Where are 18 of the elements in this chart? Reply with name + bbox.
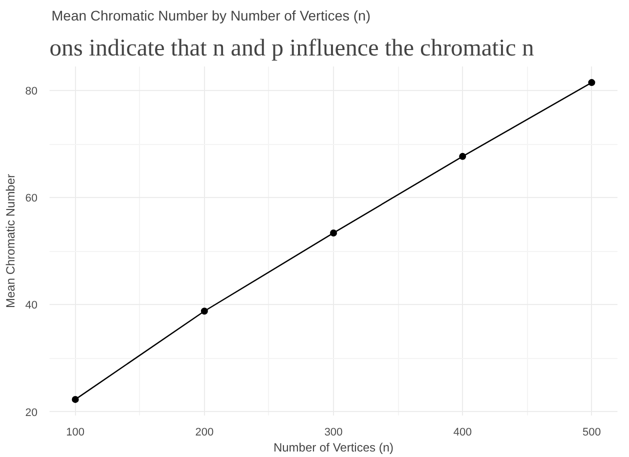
y-tick-label: 80	[25, 86, 38, 98]
x-tick-label: 500	[582, 426, 601, 438]
point	[588, 79, 596, 86]
y-tick-label: 20	[25, 406, 38, 419]
x-tick-label: 400	[453, 426, 472, 438]
y-axis-title: Mean Chromatic Number	[3, 174, 18, 308]
x-tick-label: 200	[195, 426, 214, 438]
chart-title: Mean Chromatic Number by Number of Vertices (n)	[52, 8, 370, 24]
point	[72, 396, 79, 403]
text: ons indicate that n and p influence the chromatic n	[50, 36, 534, 62]
point	[200, 308, 208, 315]
y-tick-label: 40	[25, 300, 38, 312]
x-tick-label: 100	[66, 426, 84, 438]
y-tick-label: 60	[25, 192, 38, 205]
point	[330, 229, 337, 236]
x-axis-title: Number of Vertices (n)	[273, 440, 394, 454]
x-tick-label: 300	[324, 426, 343, 438]
point	[459, 152, 466, 160]
